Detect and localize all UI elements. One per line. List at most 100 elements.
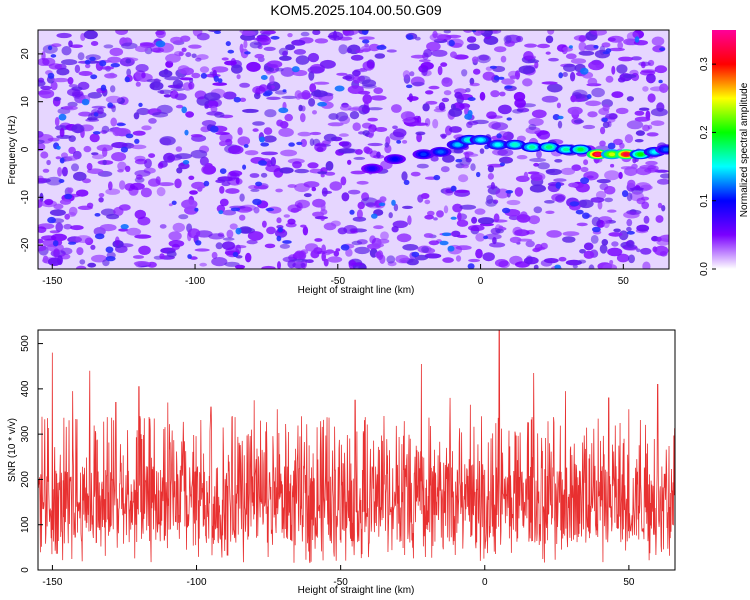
texture-blob [418, 59, 431, 63]
texture-blob [42, 255, 49, 264]
texture-blob [47, 45, 53, 51]
texture-blob [406, 34, 414, 40]
texture-blob [353, 75, 361, 84]
texture-blob [317, 171, 328, 175]
texture-blob [547, 30, 555, 35]
texture-blob [175, 146, 183, 152]
texture-blob [503, 35, 512, 44]
texture-blob [556, 102, 562, 109]
texture-blob [420, 193, 430, 199]
texture-blob [90, 74, 98, 80]
texture-blob [441, 134, 447, 139]
texture-blob [309, 83, 317, 93]
texture-blob [179, 77, 193, 81]
texture-blob [463, 30, 473, 33]
texture-blob [403, 179, 410, 185]
texture-blob [591, 87, 605, 98]
texture-blob [204, 104, 209, 109]
texture-blob [78, 71, 93, 76]
texture-blob [450, 51, 457, 58]
texture-blob [554, 159, 563, 163]
texture-blob [190, 134, 203, 138]
texture-blob [497, 148, 514, 157]
texture-blob [120, 224, 129, 230]
texture-blob [604, 197, 613, 203]
texture-blob [601, 239, 609, 246]
texture-blob [298, 104, 303, 112]
texture-blob [431, 49, 448, 57]
texture-blob [499, 162, 505, 167]
texture-blob [516, 35, 524, 43]
texture-blob [242, 108, 259, 113]
texture-blob [83, 30, 98, 40]
texture-blob [168, 203, 173, 207]
texture-blob [230, 207, 241, 212]
texture-blob [543, 258, 559, 264]
texture-blob [221, 57, 229, 61]
texture-blob [578, 41, 587, 52]
texture-blob [498, 76, 505, 80]
texture-blob [317, 101, 327, 107]
texture-blob [350, 170, 366, 175]
texture-blob [152, 111, 169, 118]
texture-blob [102, 159, 107, 166]
texture-blob [63, 223, 73, 230]
texture-blob [208, 233, 225, 240]
texture-blob [529, 184, 547, 193]
texture-blob [409, 71, 415, 77]
texture-blob [229, 170, 243, 177]
texture-blob [90, 41, 99, 46]
texture-blob [119, 180, 126, 190]
texture-blob [456, 234, 468, 238]
texture-blob [356, 180, 369, 185]
texture-blob [655, 215, 664, 223]
texture-blob [110, 62, 121, 68]
texture-blob [71, 163, 79, 172]
spectrogram-x-tick-label: 50 [618, 276, 630, 287]
texture-blob [130, 144, 147, 150]
texture-blob [317, 251, 327, 255]
texture-blob [294, 199, 310, 209]
texture-blob [100, 84, 107, 91]
texture-blob [260, 172, 268, 178]
texture-blob [570, 71, 576, 82]
texture-blob [580, 166, 589, 173]
texture-blob [260, 142, 270, 147]
texture-blob [486, 185, 498, 189]
texture-blob [424, 199, 431, 205]
texture-blob [61, 166, 68, 177]
colorbar-tick-label: 0.3 [699, 57, 710, 71]
texture-blob [259, 136, 265, 143]
texture-blob [601, 42, 611, 48]
texture-blob [378, 202, 386, 207]
texture-blob [567, 106, 583, 115]
texture-blob [642, 86, 649, 92]
texture-blob [471, 216, 478, 224]
texture-blob [311, 90, 328, 98]
texture-blob [239, 43, 244, 54]
texture-blob [38, 90, 52, 95]
spectrogram-x-ticks: -150 -100 -50 0 50 [42, 264, 629, 287]
texture-blob [172, 222, 185, 233]
texture-blob [133, 112, 140, 120]
texture-blob [505, 190, 514, 194]
texture-blob [141, 72, 146, 79]
texture-blob [341, 192, 350, 202]
colorbar-ticks: 0.0 0.1 0.2 0.3 [699, 57, 716, 276]
texture-blob [320, 209, 328, 215]
texture-blob [423, 233, 434, 238]
texture-blob [447, 245, 455, 252]
texture-blob [76, 189, 89, 197]
spectrogram-y-tick-label: -20 [20, 237, 31, 252]
texture-blob [514, 98, 526, 108]
texture-blob [232, 245, 247, 249]
texture-blob [252, 198, 262, 206]
texture-blob [600, 126, 606, 135]
texture-blob [548, 57, 559, 62]
texture-blob [105, 188, 121, 195]
texture-blob [125, 58, 132, 64]
texture-blob [296, 141, 303, 146]
texture-blob [379, 196, 387, 203]
